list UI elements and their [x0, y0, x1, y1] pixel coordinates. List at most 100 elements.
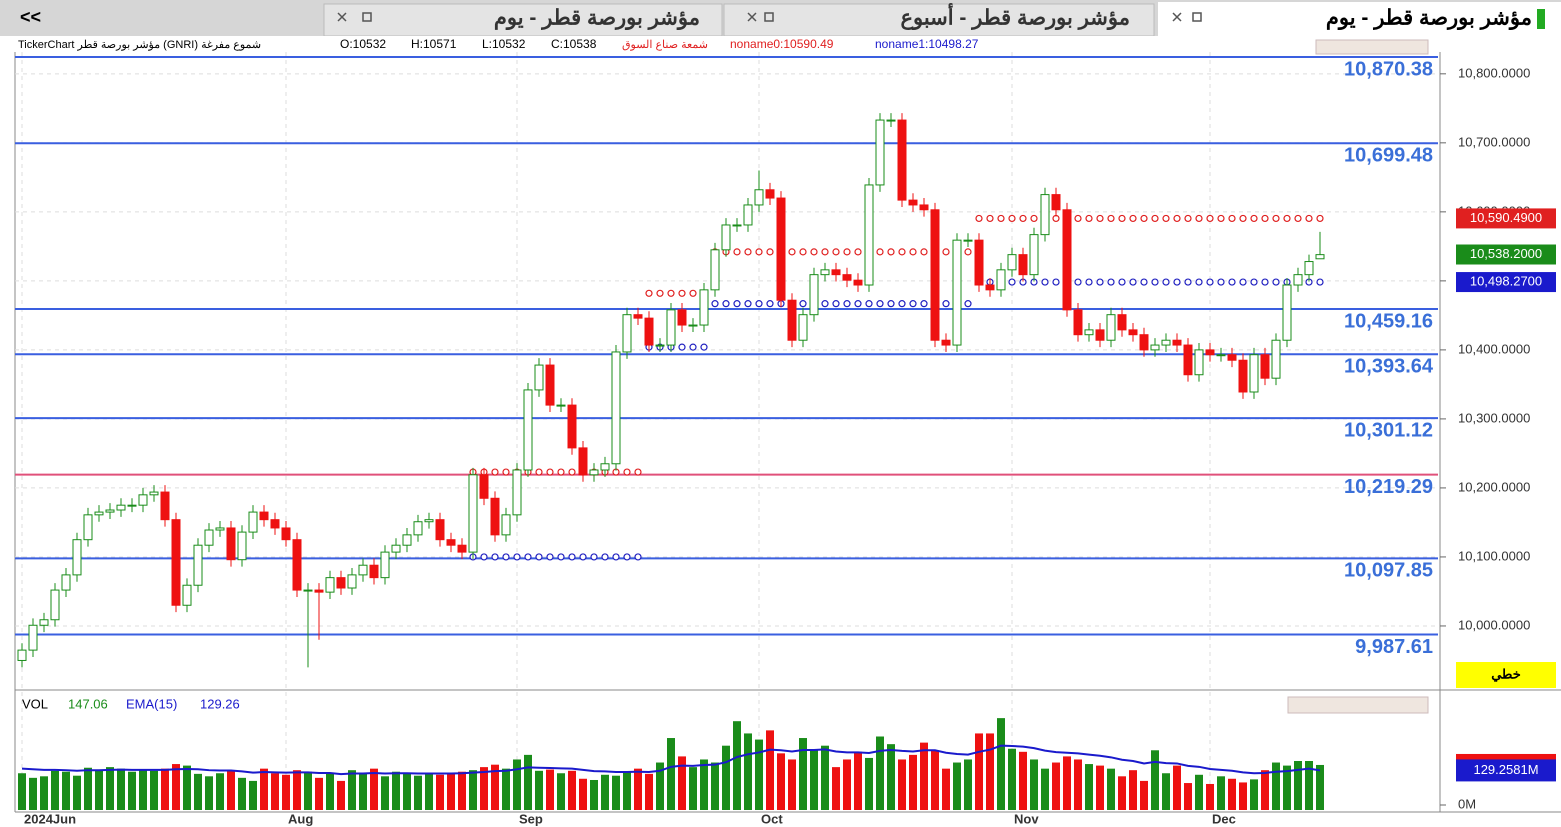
candle-body	[39, 619, 49, 626]
volume-bar	[843, 759, 851, 810]
volume-bar	[942, 768, 950, 810]
candle-body	[1249, 354, 1259, 393]
volume-bar	[139, 770, 147, 810]
volume-bar	[106, 767, 114, 810]
volume-bar	[1041, 768, 1049, 810]
candle-body	[1161, 339, 1171, 346]
indicator-dot	[513, 553, 521, 561]
x-tick-label: Nov	[1014, 811, 1039, 826]
indicator-dot	[876, 300, 884, 308]
volume-bar	[205, 776, 213, 810]
indicator-dot	[909, 248, 917, 256]
volume-bar	[689, 767, 697, 810]
indicator-dot	[843, 300, 851, 308]
candle-body	[83, 514, 93, 541]
candle-body	[281, 527, 291, 541]
volume-tag	[1456, 759, 1556, 782]
indicator-dot	[568, 468, 576, 476]
indicator-dot	[557, 553, 565, 561]
volume-bar	[876, 736, 884, 810]
ema-title: EMA(15)	[126, 696, 177, 711]
indicator-dot	[1195, 278, 1203, 286]
indicator-value: noname0:10590.49	[730, 37, 834, 51]
indicator-dot	[744, 248, 752, 256]
indicator-dot	[887, 248, 895, 256]
volume-bar	[62, 771, 70, 810]
volume-bar	[194, 773, 202, 810]
restore-icon[interactable]	[1192, 12, 1202, 22]
volume-bar	[18, 773, 26, 810]
candle-body	[831, 269, 841, 276]
price-tag	[1456, 272, 1556, 293]
tab[interactable]	[323, 3, 723, 37]
candle-body	[677, 309, 687, 326]
tab-active[interactable]	[1158, 2, 1561, 36]
volume-bar	[458, 771, 466, 810]
volume-bar	[975, 733, 983, 810]
volume-bar	[348, 770, 356, 810]
candle-body	[699, 289, 709, 326]
candle-body	[919, 204, 929, 211]
candle-body	[1051, 194, 1061, 211]
tab-title[interactable]: مؤشر بورصة قطر - أسبوع	[900, 3, 1130, 31]
volume-bar	[73, 775, 81, 810]
candle-body	[523, 389, 533, 471]
candle-body	[1128, 329, 1138, 336]
tab-title[interactable]: مؤشر بورصة قطر - يوم	[494, 7, 700, 31]
indicator-dot	[975, 214, 983, 223]
volume-tag-label: 129.2581M	[1473, 762, 1538, 777]
volume-bar	[997, 718, 1005, 810]
candle-body	[413, 521, 423, 536]
collapse-button[interactable]: <<	[20, 7, 41, 27]
volume-bar	[392, 771, 400, 810]
volume-bar	[304, 771, 312, 810]
panel-toolbar[interactable]	[1287, 696, 1429, 714]
volume-bar	[1217, 776, 1225, 810]
volume-bar	[524, 754, 532, 810]
volume-bar	[986, 733, 994, 810]
indicator-dot	[1162, 214, 1170, 223]
indicator-dot	[1261, 214, 1269, 223]
indicator-dot	[1052, 278, 1060, 286]
indicator-dot	[480, 553, 488, 561]
indicator-dot	[1195, 214, 1203, 223]
panel-toolbar[interactable]	[1315, 39, 1429, 55]
volume-bar	[315, 777, 323, 810]
volume-bar	[326, 773, 334, 810]
indicator-dot	[1085, 214, 1093, 223]
level-label: 10,393.64	[1344, 356, 1434, 378]
indicator-dot	[623, 468, 631, 476]
volume-bar	[271, 773, 279, 810]
indicator-dot	[821, 248, 829, 256]
candle-body	[644, 317, 654, 346]
tab-title[interactable]: مؤشر بورصة قطر - يوم	[1326, 7, 1532, 31]
volume-bar	[150, 770, 158, 810]
restore-icon[interactable]	[362, 12, 372, 22]
close-icon[interactable]	[337, 12, 1182, 22]
indicator-dot	[1206, 214, 1214, 223]
indicator-dot	[832, 248, 840, 256]
level-label: 10,870.38	[1344, 58, 1433, 80]
volume-bar	[513, 759, 521, 810]
indicator-dot	[1118, 278, 1126, 286]
candle-body	[1194, 349, 1204, 376]
candle-body	[171, 519, 181, 606]
indicator-dot	[1173, 278, 1181, 286]
indicator-dot	[1184, 278, 1192, 286]
volume-bar	[161, 768, 169, 810]
indicator-dot	[1162, 278, 1170, 286]
indicator-dot	[634, 553, 642, 561]
indicator-dot	[821, 300, 829, 308]
volume-bar	[370, 768, 378, 810]
price-tag-label: 10,590.4900	[1470, 210, 1542, 225]
indicator-dot	[645, 289, 653, 297]
candle-body	[182, 584, 192, 606]
restore-icon[interactable]	[764, 12, 774, 22]
volume-bar	[216, 773, 224, 810]
volume-bar	[1063, 756, 1071, 810]
candle-body	[556, 404, 566, 407]
y-tick-label: 10,400.0000	[1458, 341, 1530, 356]
candle-body	[864, 184, 874, 286]
volume-bar	[381, 776, 389, 810]
y-tick-label: 10,100.0000	[1458, 548, 1530, 563]
